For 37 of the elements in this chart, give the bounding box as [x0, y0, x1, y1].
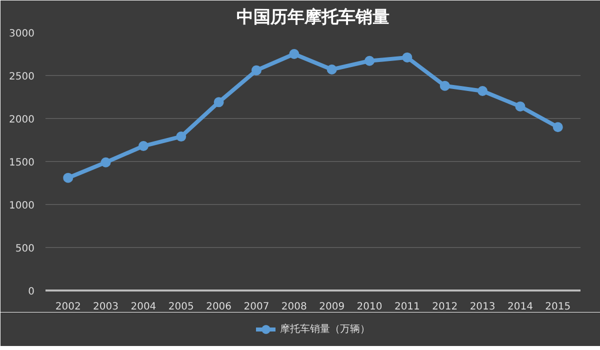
x-tick-label: 2010 — [356, 302, 382, 312]
chart-title: 中国历年摩托车销量 — [236, 8, 390, 28]
y-tick-label: 1000 — [9, 200, 35, 212]
x-tick-label: 2004 — [130, 302, 156, 312]
x-tick-label: 2015 — [545, 302, 571, 312]
x-tick-label: 2002 — [55, 302, 81, 312]
x-tick-label: 2003 — [93, 302, 119, 312]
y-tick-label: 1500 — [9, 158, 35, 168]
x-tick-label: 2009 — [319, 302, 345, 312]
point — [214, 97, 224, 108]
point — [515, 101, 526, 112]
x-tick-label: 2011 — [394, 302, 420, 312]
x-tick-label: 2006 — [206, 302, 232, 312]
point — [552, 122, 563, 132]
point — [289, 49, 300, 59]
point — [251, 65, 262, 76]
legend-label: 摩托车销量（万辆） — [280, 322, 370, 336]
point — [402, 52, 412, 62]
point — [176, 132, 186, 142]
y-tick-label: 2500 — [9, 72, 35, 82]
point — [100, 157, 111, 168]
y-tick-label: 3000 — [9, 28, 35, 40]
x-tick-label: 2012 — [432, 302, 458, 312]
point — [63, 172, 74, 183]
x-tick-label: 2008 — [281, 302, 307, 312]
x-tick-label: 2005 — [168, 302, 194, 312]
y-tick-label: 2000 — [9, 114, 35, 126]
x-tick-label: 2013 — [470, 302, 496, 312]
point — [364, 56, 375, 66]
x-tick-label: 2007 — [244, 302, 270, 312]
x-tick-label: 2014 — [507, 302, 533, 312]
point — [440, 80, 450, 91]
point — [326, 64, 337, 74]
point — [478, 86, 488, 96]
y-tick-label: 500 — [15, 244, 35, 254]
y-tick-label: 0 — [28, 286, 35, 298]
point — [138, 141, 148, 152]
